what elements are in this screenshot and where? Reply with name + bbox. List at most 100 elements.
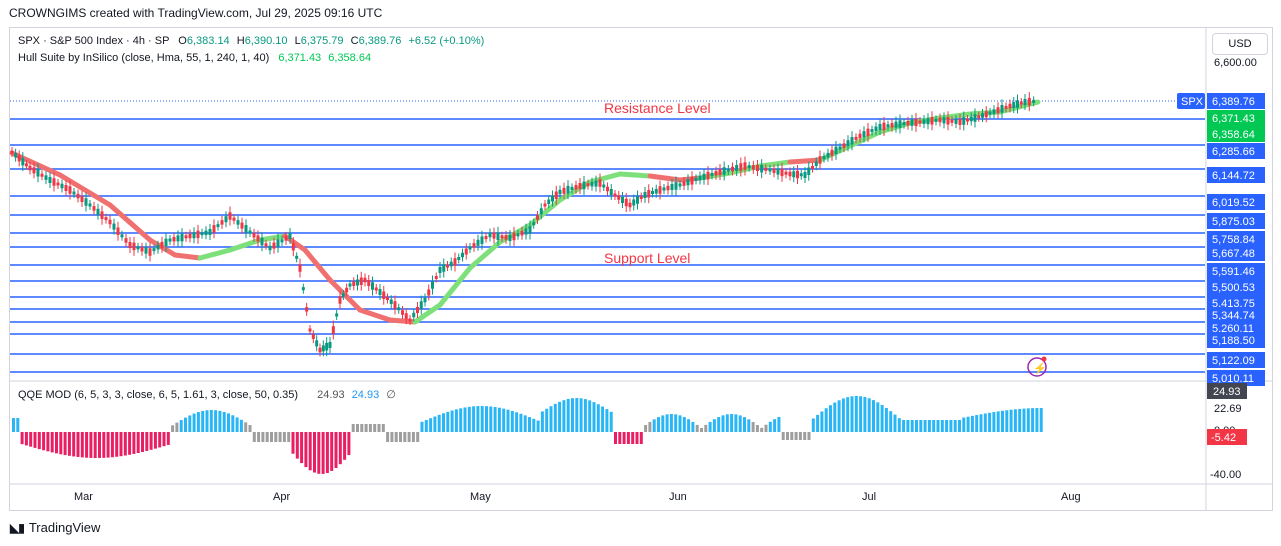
candle-body (81, 196, 84, 202)
qqe-histogram-bar (919, 420, 922, 432)
qqe-histogram-bar (171, 425, 174, 432)
candle-body (427, 290, 430, 296)
qqe-axis-mid-label: 22.69 (1214, 403, 1242, 415)
candle-body (322, 345, 325, 351)
qqe-histogram-bar (180, 420, 183, 432)
qqe-histogram-bar (648, 422, 651, 432)
qqe-histogram-bar (666, 414, 669, 432)
candle-body (935, 119, 938, 122)
candle-body (939, 118, 942, 123)
candle-body (25, 163, 28, 166)
qqe-histogram-bar (584, 399, 587, 432)
candle-body (532, 222, 535, 225)
qqe-histogram-bar (446, 412, 449, 432)
qqe-histogram-bar (167, 432, 170, 445)
candle-body (477, 240, 480, 246)
qqe-histogram-bar (816, 415, 819, 432)
symbol-label[interactable]: SPX · S&P 500 Index · 4h · SP (18, 35, 169, 47)
qqe-value-1: 24.93 (317, 389, 345, 401)
qqe-histogram-bar (597, 404, 600, 432)
candle-body (777, 169, 780, 175)
candle-body (493, 233, 496, 239)
qqe-histogram-bar (722, 415, 725, 432)
qqe-histogram-bar (464, 407, 467, 432)
qqe-histogram-bar (120, 432, 123, 456)
hull-badge-2: 6,358.64 (1212, 129, 1255, 141)
candle-body (919, 121, 922, 124)
candle-body (1012, 102, 1015, 108)
qqe-histogram-bar (580, 398, 583, 432)
candle-body (1024, 99, 1027, 105)
currency-button[interactable]: USD (1212, 33, 1268, 55)
candle-body (121, 234, 124, 237)
hull-band-segment (360, 310, 390, 320)
candle-body (209, 229, 212, 235)
tradingview-footer[interactable]: ◣▮ TradingView (10, 520, 100, 535)
qqe-histogram-bar (412, 432, 415, 442)
qqe-histogram-bar (644, 425, 647, 432)
qqe-histogram-bar (898, 418, 901, 432)
qqe-histogram-bar (980, 414, 983, 432)
qqe-histogram-bar (653, 419, 656, 432)
candle-body (859, 134, 862, 139)
candle-body (951, 120, 954, 123)
price-axis-top-label: 6,600.00 (1214, 57, 1257, 69)
qqe-histogram-bar (421, 422, 424, 432)
candle-body (715, 171, 718, 176)
qqe-histogram-bar (184, 418, 187, 432)
hull-indicator-name[interactable]: Hull Suite by InSilico (close, Hma, 55, … (18, 52, 269, 64)
qqe-histogram-bar (1023, 409, 1026, 432)
candle-body (11, 151, 14, 154)
candle-body (811, 166, 814, 169)
candle-body (332, 326, 335, 334)
candle-body (547, 200, 550, 205)
qqe-histogram-bar (494, 407, 497, 432)
qqe-histogram-bar (1005, 410, 1008, 432)
candle-body (819, 156, 822, 164)
qqe-histogram-bar (124, 432, 127, 456)
qqe-histogram-bar (614, 432, 617, 444)
candle-body (69, 186, 72, 194)
qqe-histogram-bar (107, 432, 110, 458)
candle-body (785, 172, 788, 175)
level-badge: 5,875.03 (1212, 216, 1255, 228)
candle-body (839, 147, 842, 150)
qqe-histogram-bar (623, 432, 626, 444)
qqe-histogram-bar (46, 432, 49, 451)
qqe-histogram-bar (137, 432, 140, 453)
qqe-histogram-bar (906, 420, 909, 432)
candle-body (14, 153, 17, 158)
qqe-histogram-bar (218, 411, 221, 432)
candle-body (382, 292, 385, 300)
time-axis-label: Aug (1061, 491, 1081, 503)
qqe-histogram-bar (378, 424, 381, 432)
qqe-histogram-bar (72, 432, 75, 456)
qqe-histogram-bar (128, 432, 131, 455)
qqe-histogram-bar (283, 432, 286, 442)
candle-body (947, 117, 950, 125)
candle-body (85, 198, 88, 206)
candle-body (21, 158, 24, 166)
qqe-histogram-bar (777, 417, 780, 432)
hull-band-segment (175, 255, 200, 258)
qqe-histogram-bar (924, 420, 927, 432)
candle-body (587, 183, 590, 186)
candle-body (1032, 100, 1035, 103)
candle-body (349, 284, 352, 287)
qqe-histogram-bar (992, 412, 995, 432)
qqe-histogram-bar (967, 417, 970, 432)
qqe-histogram-bar (201, 411, 204, 432)
qqe-indicator-name[interactable]: QQE MOD (6, 5, 3, 3, close, 6, 5, 1.61, … (18, 389, 298, 401)
qqe-histogram-bar (984, 413, 987, 432)
qqe-histogram-bar (21, 432, 24, 444)
qqe-histogram-bar (859, 396, 862, 432)
qqe-histogram-bar (249, 425, 252, 432)
candle-body (735, 165, 738, 171)
candle-body (962, 117, 965, 125)
qqe-histogram-bar (85, 432, 88, 458)
candle-body (931, 117, 934, 125)
qqe-histogram-bar (468, 407, 471, 432)
qqe-histogram-bar (313, 432, 316, 473)
qqe-histogram-bar (485, 406, 488, 432)
